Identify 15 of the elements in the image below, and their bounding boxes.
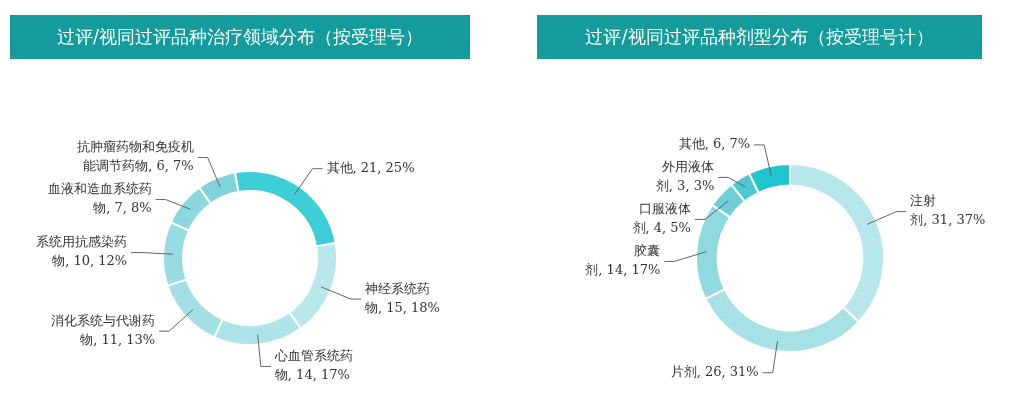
slice-label: 胶囊剂, 14, 17%: [585, 243, 661, 278]
slice-label: 注射剂, 31, 37%: [910, 193, 986, 228]
chart-title: 过评/视同过评品种剂型分布（按受理号计）: [537, 15, 982, 59]
slice-label: 其他, 6, 7%: [678, 136, 751, 152]
slice-label: 神经系统药物, 15, 18%: [364, 280, 440, 315]
slice-label: 心血管系统药物, 14, 17%: [273, 348, 353, 383]
slice-label: 抗肿瘤药物和免疫机能调节药物, 6, 7%: [76, 139, 194, 174]
slice-label: 口服液体剂, 4, 5%: [632, 201, 691, 236]
slice-label: 消化系统与代谢药物, 11, 13%: [51, 313, 156, 348]
chart-title: 过评/视同过评品种治疗领域分布（按受理号）: [10, 15, 470, 59]
slice-label: 其他, 21, 25%: [326, 160, 415, 176]
slice-label: 血液和造血系统药物, 7, 8%: [47, 181, 152, 216]
slice-label: 系统用抗感染药物, 10, 12%: [36, 234, 128, 269]
slice-label: 片剂, 26, 31%: [670, 364, 759, 380]
slice-label: 外用液体剂, 3, 3%: [655, 159, 715, 194]
